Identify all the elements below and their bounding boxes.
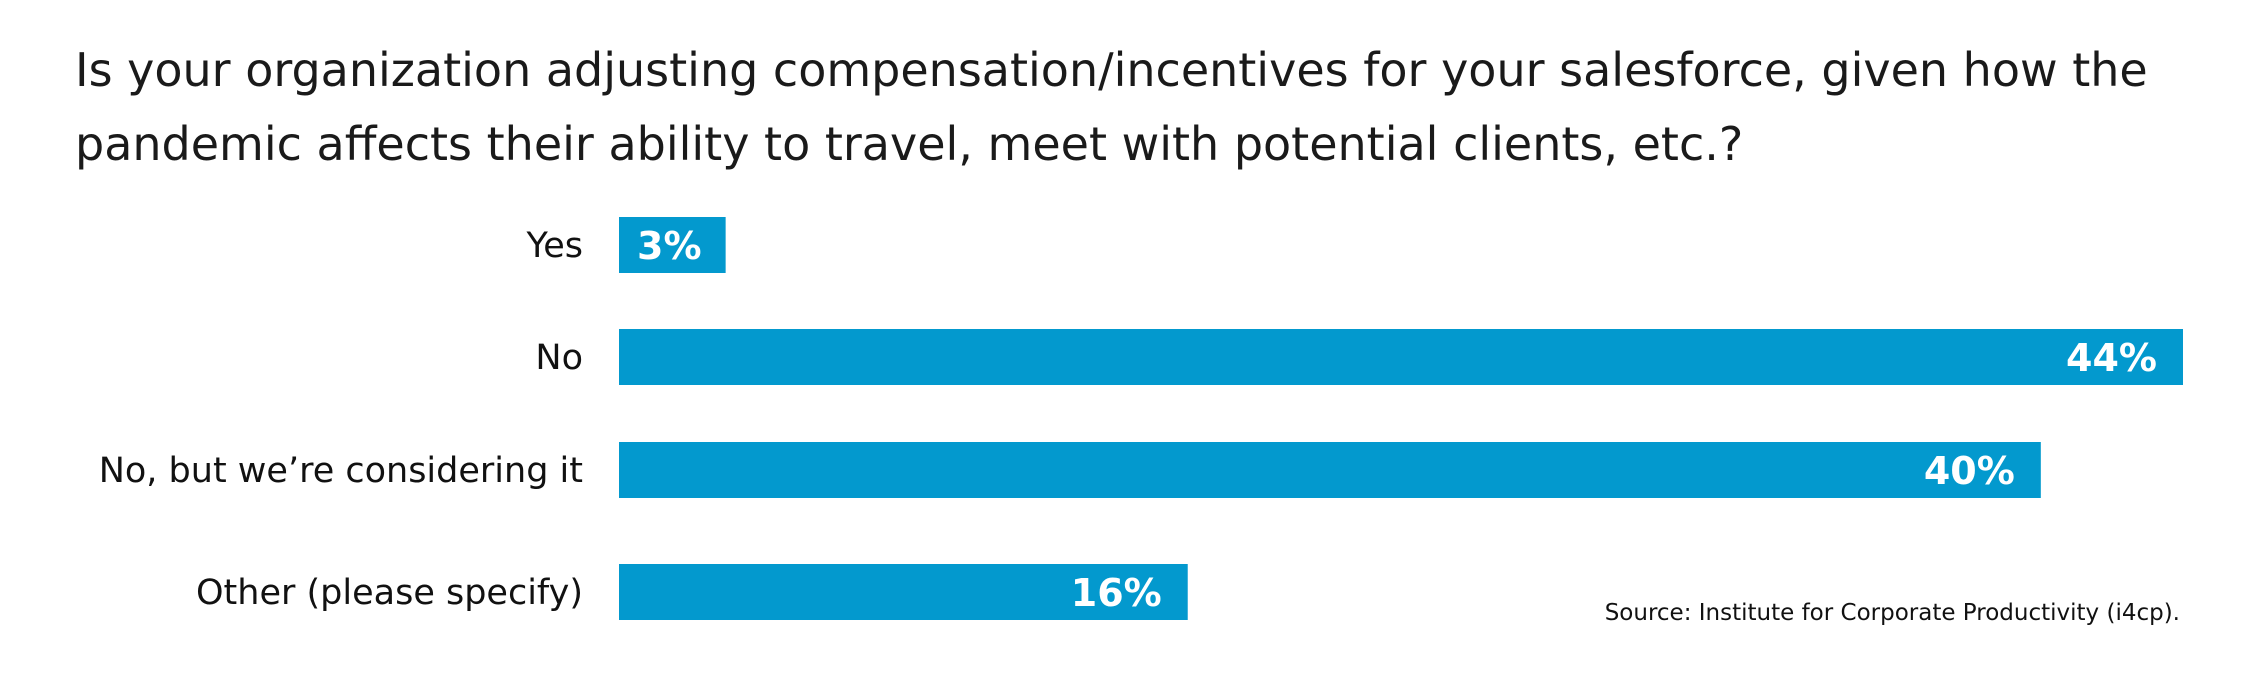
chart-title-line-2: pandemic affects their ability to travel… (75, 117, 1743, 171)
chart-title: Is your organization adjusting compensat… (75, 43, 2148, 171)
source-note: Source: Institute for Corporate Producti… (1605, 600, 2180, 626)
category-label: Other (please specify) (196, 573, 583, 613)
bar-value-label: 40% (1924, 449, 2015, 493)
bar (619, 217, 726, 273)
category-label: No, but we’re considering it (99, 451, 583, 491)
bar-value-label: 3% (637, 224, 702, 268)
chart-title-line-1: Is your organization adjusting compensat… (75, 43, 2148, 97)
bar-value-label: 44% (2066, 336, 2157, 380)
bar (619, 564, 1188, 620)
category-label: Yes (526, 226, 584, 266)
category-label: No (535, 338, 583, 378)
bar (619, 442, 2041, 498)
bars-group: Yes 3% No 44% No, but we’re considering it 40… (99, 217, 2183, 620)
bar (619, 329, 2183, 385)
bar-value-label: 16% (1071, 571, 1162, 615)
